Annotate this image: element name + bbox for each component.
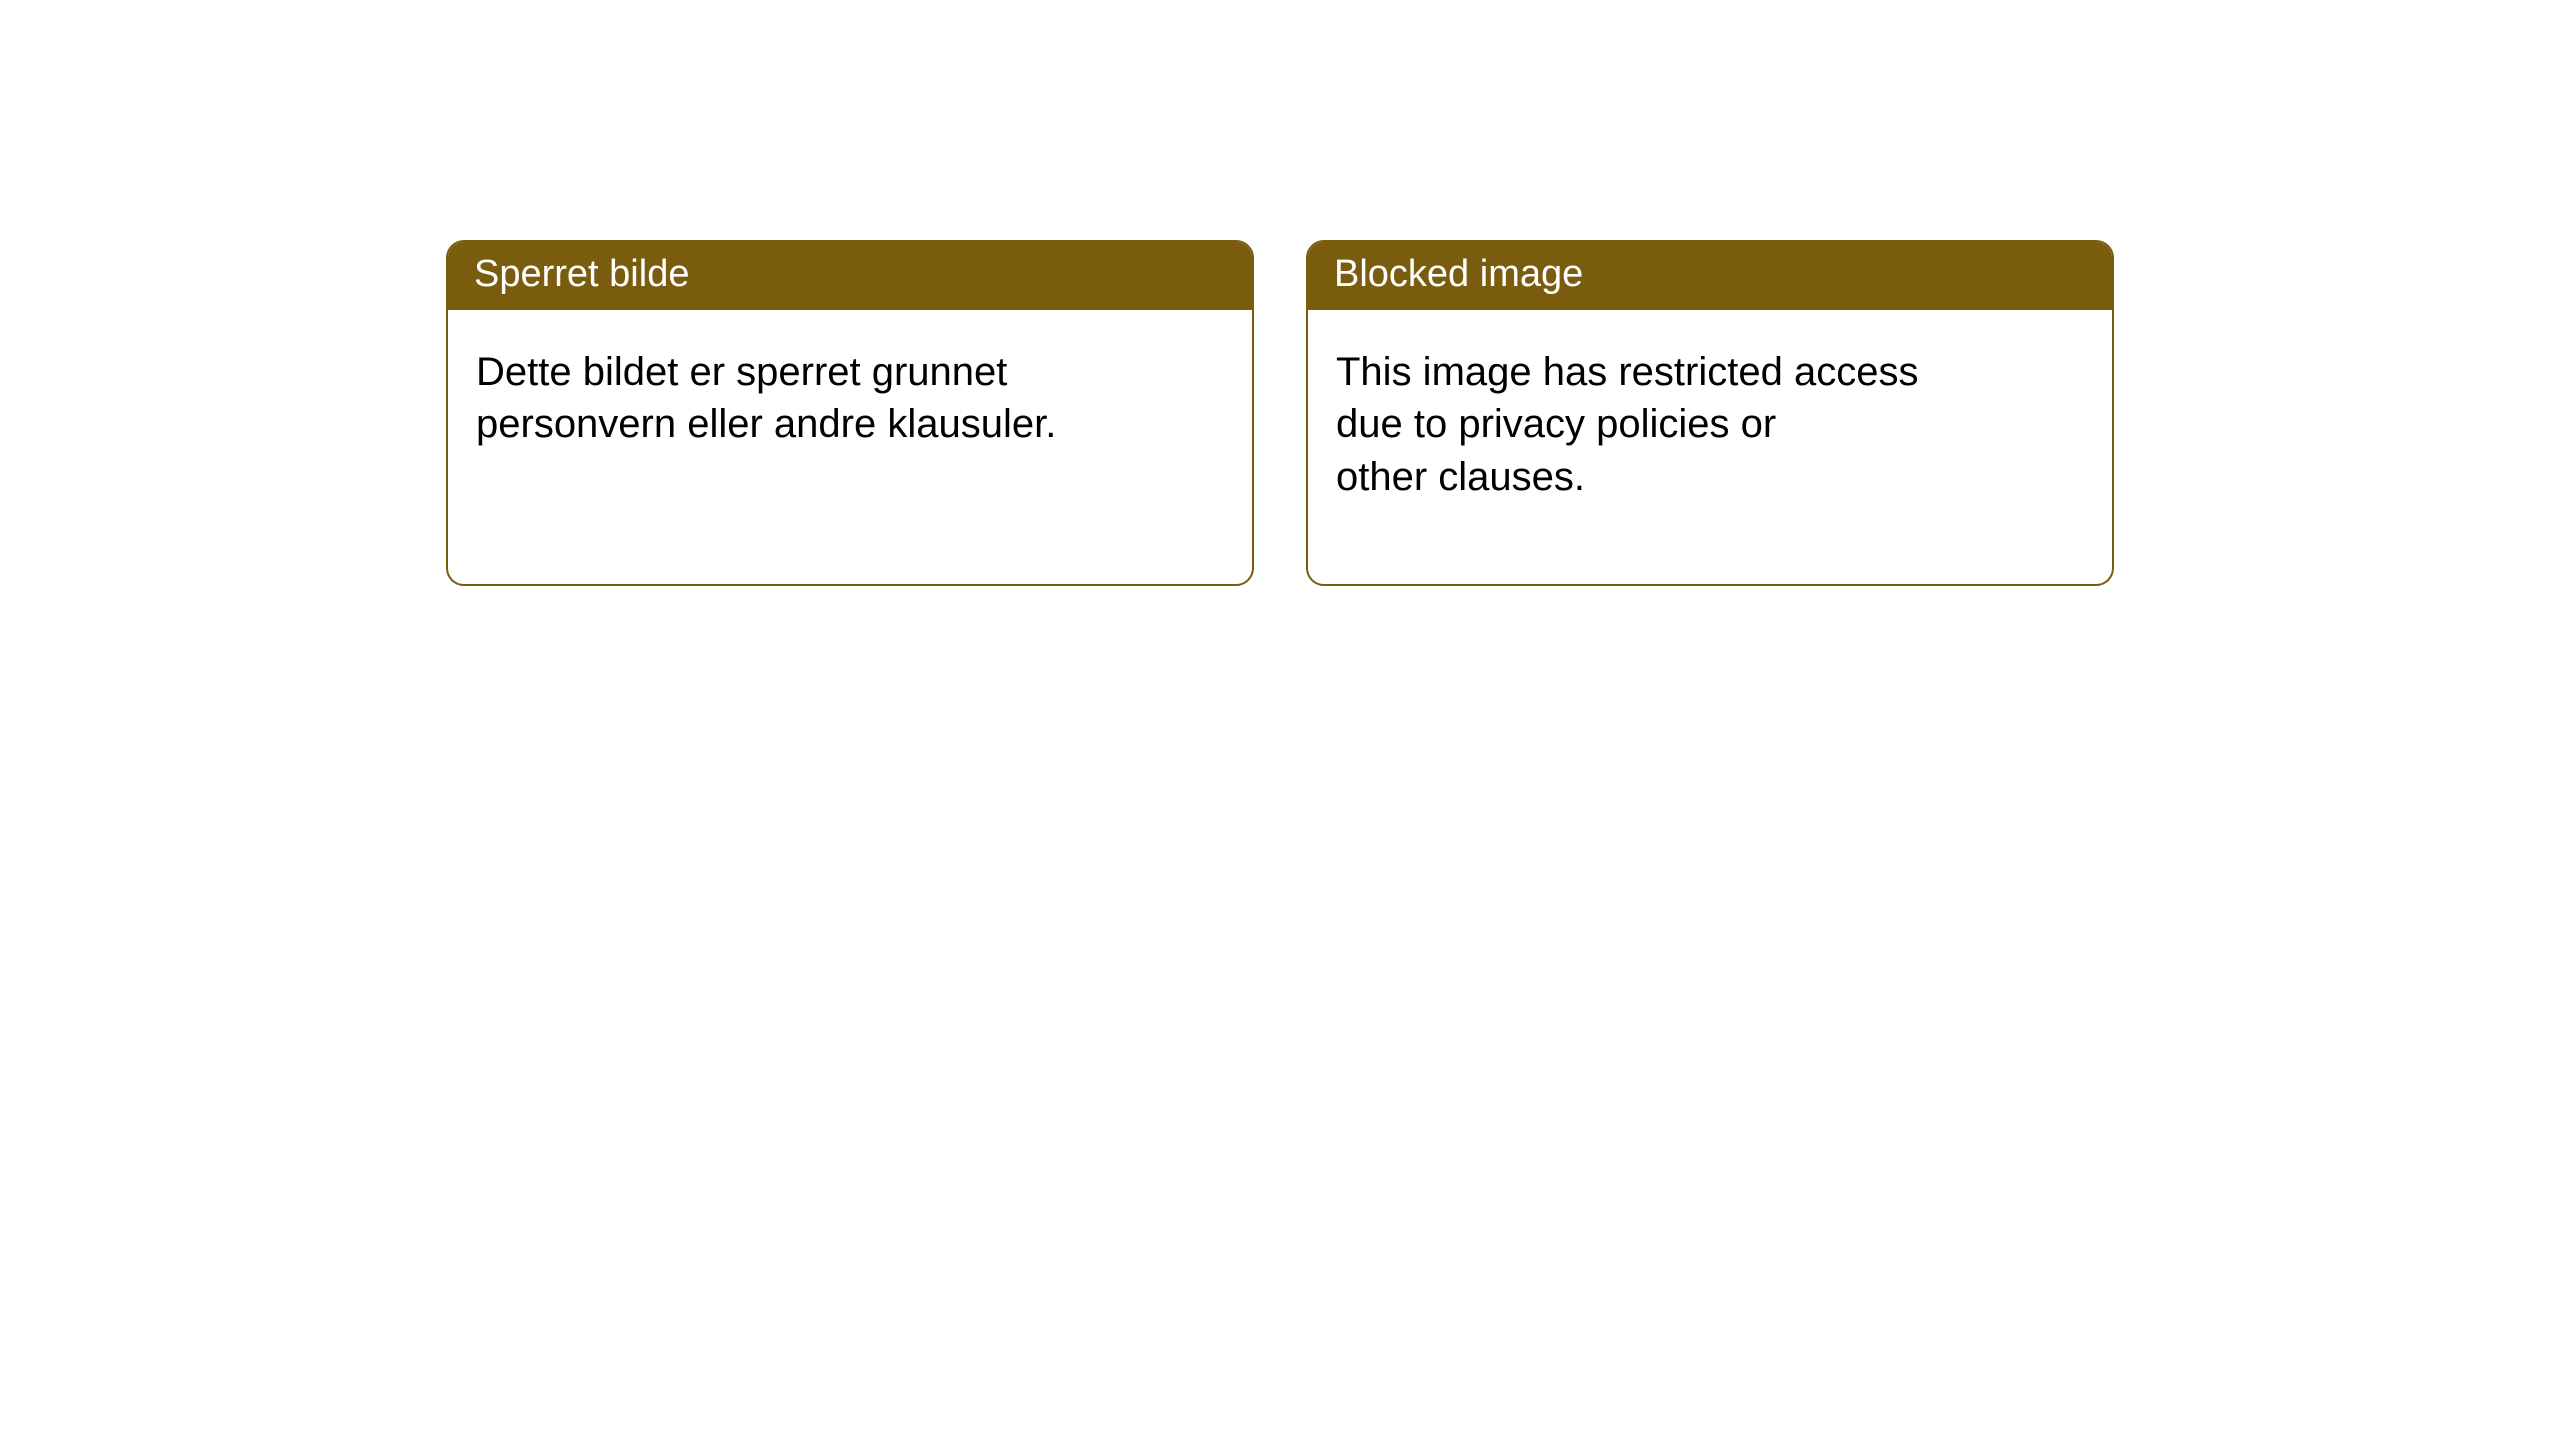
notice-title-no: Sperret bilde	[448, 242, 1252, 310]
notice-body-en: This image has restricted access due to …	[1308, 310, 2112, 584]
notice-title-en: Blocked image	[1308, 242, 2112, 310]
notice-container: Sperret bilde Dette bildet er sperret gr…	[0, 0, 2560, 586]
notice-card-no: Sperret bilde Dette bildet er sperret gr…	[446, 240, 1254, 586]
notice-body-no: Dette bildet er sperret grunnet personve…	[448, 310, 1252, 532]
notice-card-en: Blocked image This image has restricted …	[1306, 240, 2114, 586]
